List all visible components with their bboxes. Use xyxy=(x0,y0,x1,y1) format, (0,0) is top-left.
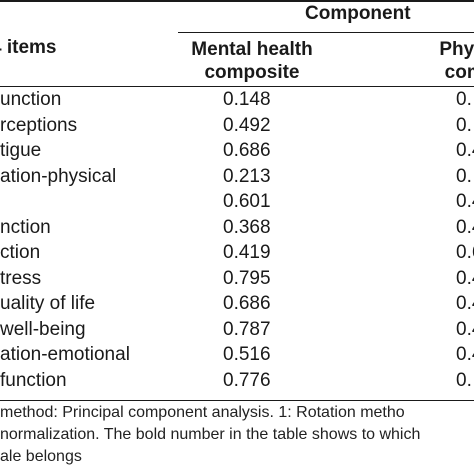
row-physical-value: 0. xyxy=(456,369,472,391)
row-item-label: ction xyxy=(0,242,41,263)
row-mental-value: 0.795 xyxy=(223,267,271,289)
row-mental-value: 0.492 xyxy=(223,114,271,136)
mental-health-column-header: Mental health composite xyxy=(178,38,326,84)
physical-health-column-header: Physic comp xyxy=(396,38,474,84)
row-physical-value: 0.4 xyxy=(456,191,474,212)
row-physical-value: 0. xyxy=(456,165,472,187)
table-row: unction 0.148 0. xyxy=(0,87,474,113)
items-header: 4 items xyxy=(0,37,57,58)
row-mental-value: 0.686 xyxy=(223,293,271,314)
row-item-label: ation-emotional xyxy=(0,344,130,365)
row-mental-value: 0.516 xyxy=(223,344,271,365)
top-rule xyxy=(0,0,474,2)
row-item-label: tigue xyxy=(0,140,42,161)
row-physical-value: 0.6 xyxy=(456,242,474,263)
row-mental-value: 0.776 xyxy=(223,369,271,391)
table-row: uality of life 0.686 0.4 xyxy=(0,291,474,317)
row-item-label: uality of life xyxy=(0,293,96,314)
table-row: nction 0.368 0.4 xyxy=(0,215,474,241)
table-row: rceptions 0.492 0. xyxy=(0,113,474,139)
row-physical-value: 0.4 xyxy=(456,267,474,289)
bottom-rule xyxy=(0,400,474,401)
row-item-label: well-being xyxy=(0,318,86,340)
row-physical-value: 0.4 xyxy=(456,318,474,340)
row-item-label: tress xyxy=(0,267,42,289)
component-header: Component xyxy=(305,3,411,24)
physical-header-line-2: comp xyxy=(444,62,474,83)
mental-header-line-1: Mental health xyxy=(191,39,313,60)
table-row: tigue 0.686 0.4 xyxy=(0,138,474,164)
row-mental-value: 0.601 xyxy=(223,191,271,212)
row-item-label: rceptions xyxy=(0,114,78,136)
table-row: function 0.776 0. xyxy=(0,368,474,394)
mental-header-line-2: composite xyxy=(204,62,300,83)
table-row: well-being 0.787 0.4 xyxy=(0,317,474,343)
table-footnote: method: Principal component analysis. 1:… xyxy=(0,402,474,468)
row-mental-value: 0.419 xyxy=(223,242,271,263)
row-physical-value: 0.4 xyxy=(456,216,474,238)
row-mental-value: 0.787 xyxy=(223,318,271,340)
footnote-line: ale belongs xyxy=(0,448,82,465)
row-physical-value: 0. xyxy=(456,89,472,110)
row-physical-value: 0.4 xyxy=(456,140,474,161)
row-item-label: unction xyxy=(0,89,62,110)
footnote-line: normalization. The bold number in the ta… xyxy=(0,426,421,443)
table-row: ation-emotional 0.516 0.4 xyxy=(0,342,474,368)
footnote-line: method: Principal component analysis. 1:… xyxy=(0,404,405,421)
table-row: 0.601 0.4 xyxy=(0,189,474,215)
row-item-label: ation-physical xyxy=(0,165,117,187)
table-body: unction 0.148 0. rceptions 0.492 0. tigu… xyxy=(0,87,474,393)
row-physical-value: 0. xyxy=(456,114,472,136)
row-item-label: nction xyxy=(0,216,51,238)
row-item-label: function xyxy=(0,369,67,391)
component-rule xyxy=(178,32,474,33)
row-mental-value: 0.686 xyxy=(223,140,271,161)
row-physical-value: 0.4 xyxy=(456,344,474,365)
row-mental-value: 0.213 xyxy=(223,165,271,187)
row-mental-value: 0.148 xyxy=(223,89,271,110)
table-row: tress 0.795 0.4 xyxy=(0,266,474,292)
row-physical-value: 0.4 xyxy=(456,293,474,314)
table-row: ation-physical 0.213 0. xyxy=(0,164,474,190)
table-row: ction 0.419 0.6 xyxy=(0,240,474,266)
header-rule xyxy=(0,86,474,87)
row-mental-value: 0.368 xyxy=(223,216,271,238)
physical-header-line-1: Physic xyxy=(439,39,474,60)
